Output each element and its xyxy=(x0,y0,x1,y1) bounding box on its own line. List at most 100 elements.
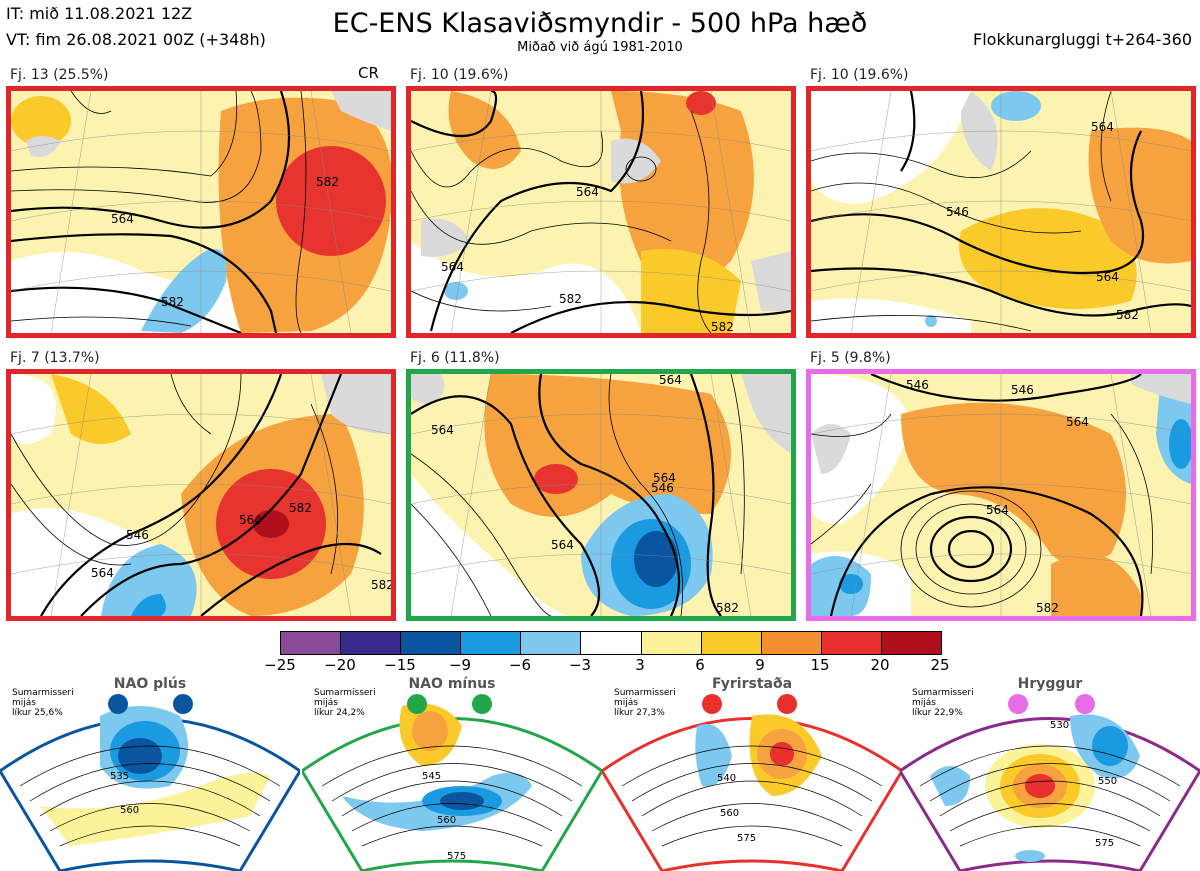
regime-1-line1: Sumarmisseri xyxy=(12,688,74,698)
cluster-2-svg: 564 582 582 564 xyxy=(411,91,791,333)
colorbar-tick-label: 25 xyxy=(930,656,950,674)
colorbar-cell xyxy=(881,632,942,654)
regime-3-dot-right xyxy=(777,694,797,714)
contour-label: 582 xyxy=(1036,601,1059,615)
regime-3-line2: mijás xyxy=(614,698,638,708)
regime-2-probability: líkur 24,2% xyxy=(314,708,365,718)
colorbar-tick-label: 9 xyxy=(755,656,765,674)
regime-nao-plus: 535 560 NAO plús Sumarmisseri mijás líku… xyxy=(0,676,300,871)
regime-2-dot-right xyxy=(472,694,492,714)
regime-1-name: NAO plús xyxy=(113,676,187,692)
regime-nao-minus: 545 560 575 NAO mínus Sumarmisseri mijás… xyxy=(302,676,602,871)
contour-label: 546 xyxy=(946,205,969,219)
contour-label: 582 xyxy=(371,578,391,592)
colorbar-tick-label: −20 xyxy=(324,656,356,674)
cluster-4-label: Fj. 7 (13.7%) xyxy=(10,350,100,366)
cluster-2-label: Fj. 10 (19.6%) xyxy=(410,67,509,83)
page-title: EC-ENS Klasaviðsmyndir - 500 hPa hæð xyxy=(332,8,868,39)
regime-3-dot-left xyxy=(702,694,722,714)
colorbar-tick-label: 6 xyxy=(695,656,705,674)
regime-2-dot-left xyxy=(407,694,427,714)
regime-2-isoline-label: 545 xyxy=(422,771,441,782)
regime-1-dot-left xyxy=(108,694,128,714)
contour-label: 564 xyxy=(986,503,1009,517)
cluster-4-svg: 546 564 564 582 582 xyxy=(11,374,391,616)
contour-label: 582 xyxy=(711,320,734,333)
contour-label: 564 xyxy=(1096,270,1119,284)
contour-label: 564 xyxy=(1091,120,1114,134)
cluster-3-svg: 546 564 582 564 xyxy=(811,91,1191,333)
contour-label: 564 xyxy=(239,513,262,527)
colorbar-tick-label: −15 xyxy=(384,656,416,674)
colorbar-cell xyxy=(761,632,822,654)
colorbar-cell xyxy=(821,632,882,654)
cluster-4-map: 546 564 564 582 582 xyxy=(6,369,396,621)
contour-label: 564 xyxy=(441,260,464,274)
regime-1-svg: 535 560 xyxy=(0,694,300,871)
contour-label: 582 xyxy=(1116,308,1139,322)
cluster-1-map: 564 582 582 xyxy=(6,86,396,338)
regime-2-svg: 545 560 575 xyxy=(302,694,602,871)
regime-4-dot-right xyxy=(1075,694,1095,714)
regime-4-dot-left xyxy=(1008,694,1028,714)
colorbar-tick-label: −3 xyxy=(568,656,592,674)
regime-2-line1: Sumarmisseri xyxy=(314,688,376,698)
regime-4-isoline-label: 575 xyxy=(1095,838,1114,849)
regime-4-line1: Sumarmisseri xyxy=(912,688,974,698)
colorbar-cell xyxy=(581,632,642,654)
regime-1-isoline-label: 560 xyxy=(120,805,139,816)
valid-time: VT: fim 26.08.2021 00Z (+348h) xyxy=(6,30,266,49)
contour-label: 564 xyxy=(659,374,682,387)
regime-3-line1: Sumarmisseri xyxy=(614,688,676,698)
regime-2-isoline-label: 560 xyxy=(437,815,456,826)
regime-blocking: 540 560 575 Fyrirstaða Sumarmisseri mijá… xyxy=(602,676,902,871)
regime-1-isoline-label: 535 xyxy=(110,771,129,782)
contour-label: 582 xyxy=(161,295,184,309)
page-subtitle: Miðað við ágú 1981-2010 xyxy=(517,40,683,55)
contour-label: 582 xyxy=(316,175,339,189)
cluster-1-label: Fj. 13 (25.5%) xyxy=(10,67,109,83)
cluster-6-label: Fj. 5 (9.8%) xyxy=(810,350,891,366)
cluster-1-svg: 564 582 582 xyxy=(11,91,391,333)
contour-label: 582 xyxy=(559,292,582,306)
contour-label: 564 xyxy=(653,471,676,485)
colorbar-cell xyxy=(401,632,462,654)
classification-window: Flokkunargluggi t+264-360 xyxy=(973,30,1192,49)
contour-label: 564 xyxy=(576,185,599,199)
colorbar-cell xyxy=(641,632,702,654)
contour-label: 564 xyxy=(551,538,574,552)
colorbar-cell xyxy=(461,632,522,654)
colorbar-cell xyxy=(341,632,402,654)
regime-3-isoline-label: 540 xyxy=(717,773,736,784)
colorbar-tick-label: 3 xyxy=(635,656,645,674)
regime-4-isoline-label: 550 xyxy=(1098,776,1117,787)
contour-label: 564 xyxy=(1066,415,1089,429)
contour-label: 582 xyxy=(289,501,312,515)
cluster-6-svg: 546 546 564 564 582 xyxy=(811,374,1191,616)
regime-1-dot-right xyxy=(173,694,193,714)
regime-2-line2: mijás xyxy=(314,698,338,708)
regime-3-probability: líkur 27,3% xyxy=(614,708,665,718)
cluster-5-svg: 564 564 564 546 564 582 xyxy=(411,374,791,616)
regime-4-name: Hryggur xyxy=(1017,676,1083,692)
regime-1-line2: mijás xyxy=(12,698,36,708)
regime-4-probability: líkur 22,9% xyxy=(912,708,963,718)
cluster-3-map: 546 564 582 564 xyxy=(806,86,1196,338)
cluster-5-map: 564 564 564 546 564 582 xyxy=(406,369,796,621)
regime-3-isoline-label: 560 xyxy=(720,808,739,819)
colorbar-cell xyxy=(521,632,582,654)
contour-label: 564 xyxy=(431,423,454,437)
contour-label: 546 xyxy=(651,481,674,495)
regime-3-isoline-label: 575 xyxy=(737,833,756,844)
regime-4-isoline-label: 530 xyxy=(1050,720,1069,731)
colorbar-cell xyxy=(701,632,762,654)
regime-3-name: Fyrirstaða xyxy=(711,676,793,692)
contour-label: 582 xyxy=(716,601,739,615)
colorbar-cell xyxy=(281,632,342,654)
colorbar-tick-label: −25 xyxy=(264,656,296,674)
cr-tag: CR xyxy=(358,64,379,82)
initial-time: IT: mið 11.08.2021 12Z xyxy=(6,4,193,23)
contour-label: 546 xyxy=(906,378,929,392)
contour-label: 564 xyxy=(111,212,134,226)
contour-label: 546 xyxy=(126,528,149,542)
